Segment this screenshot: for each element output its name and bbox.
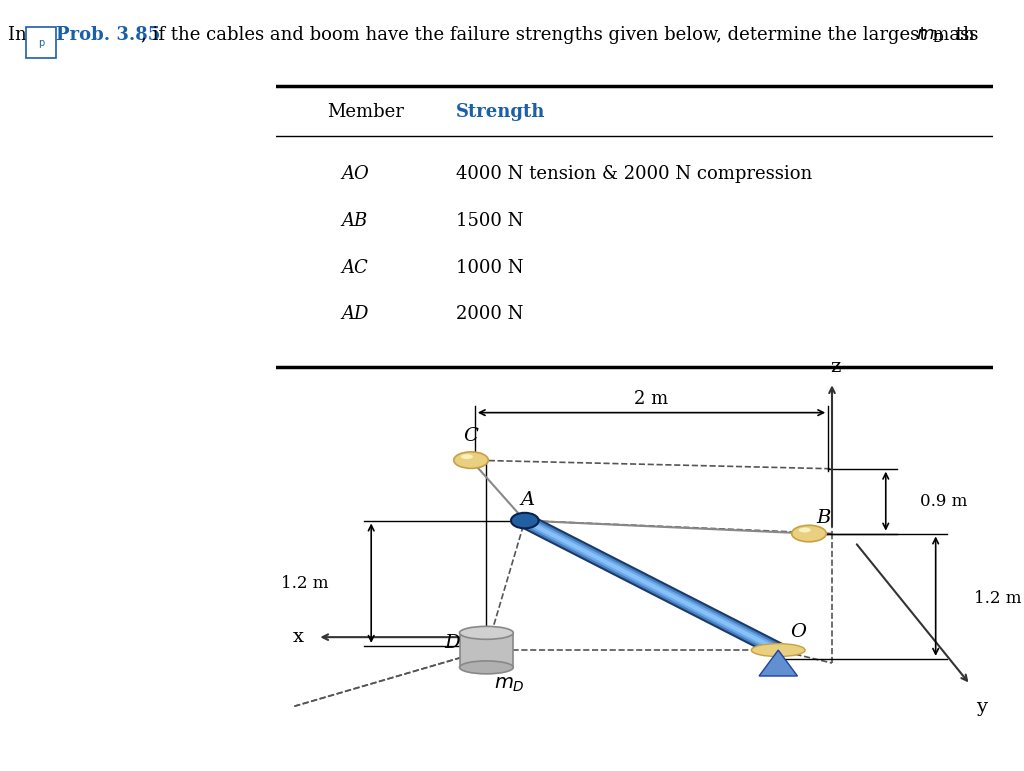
Text: 2000 N: 2000 N	[456, 305, 523, 323]
Text: $m_D$: $m_D$	[916, 26, 945, 44]
Text: C: C	[463, 426, 478, 445]
Text: p: p	[38, 38, 44, 48]
Text: AB: AB	[341, 212, 368, 230]
Ellipse shape	[461, 454, 473, 459]
Ellipse shape	[454, 452, 488, 469]
Circle shape	[511, 513, 539, 528]
Text: , if the cables and boom have the failure strengths given below, determine the l: , if the cables and boom have the failur…	[141, 26, 984, 44]
Ellipse shape	[792, 525, 826, 542]
Ellipse shape	[799, 527, 811, 533]
Text: O: O	[790, 623, 806, 641]
Text: Member: Member	[327, 103, 403, 121]
Text: $m_D$: $m_D$	[495, 675, 525, 694]
Ellipse shape	[460, 626, 513, 639]
Text: AD: AD	[341, 305, 369, 323]
Text: B: B	[817, 509, 831, 527]
Text: 1500 N: 1500 N	[456, 212, 523, 230]
Text: 1.2 m: 1.2 m	[282, 574, 329, 591]
Text: 1000 N: 1000 N	[456, 258, 523, 277]
Text: Prob. 3.85: Prob. 3.85	[56, 26, 161, 44]
Polygon shape	[759, 650, 798, 676]
Text: Strength: Strength	[456, 103, 545, 121]
FancyBboxPatch shape	[460, 633, 513, 668]
Text: th: th	[950, 26, 975, 44]
Text: z: z	[830, 358, 841, 376]
Ellipse shape	[752, 644, 805, 657]
FancyBboxPatch shape	[26, 27, 56, 58]
Text: x: x	[293, 628, 304, 646]
Text: AO: AO	[341, 165, 369, 183]
Text: y: y	[976, 698, 987, 715]
Text: A: A	[521, 491, 536, 510]
Text: 0.9 m: 0.9 m	[921, 493, 968, 510]
Text: D: D	[444, 634, 460, 652]
Ellipse shape	[460, 661, 513, 674]
Text: 2 m: 2 m	[635, 390, 669, 408]
Text: AC: AC	[341, 258, 368, 277]
Text: 4000 N tension & 2000 N compression: 4000 N tension & 2000 N compression	[456, 165, 812, 183]
Text: 1.2 m: 1.2 m	[974, 590, 1022, 607]
Text: In: In	[8, 26, 33, 44]
